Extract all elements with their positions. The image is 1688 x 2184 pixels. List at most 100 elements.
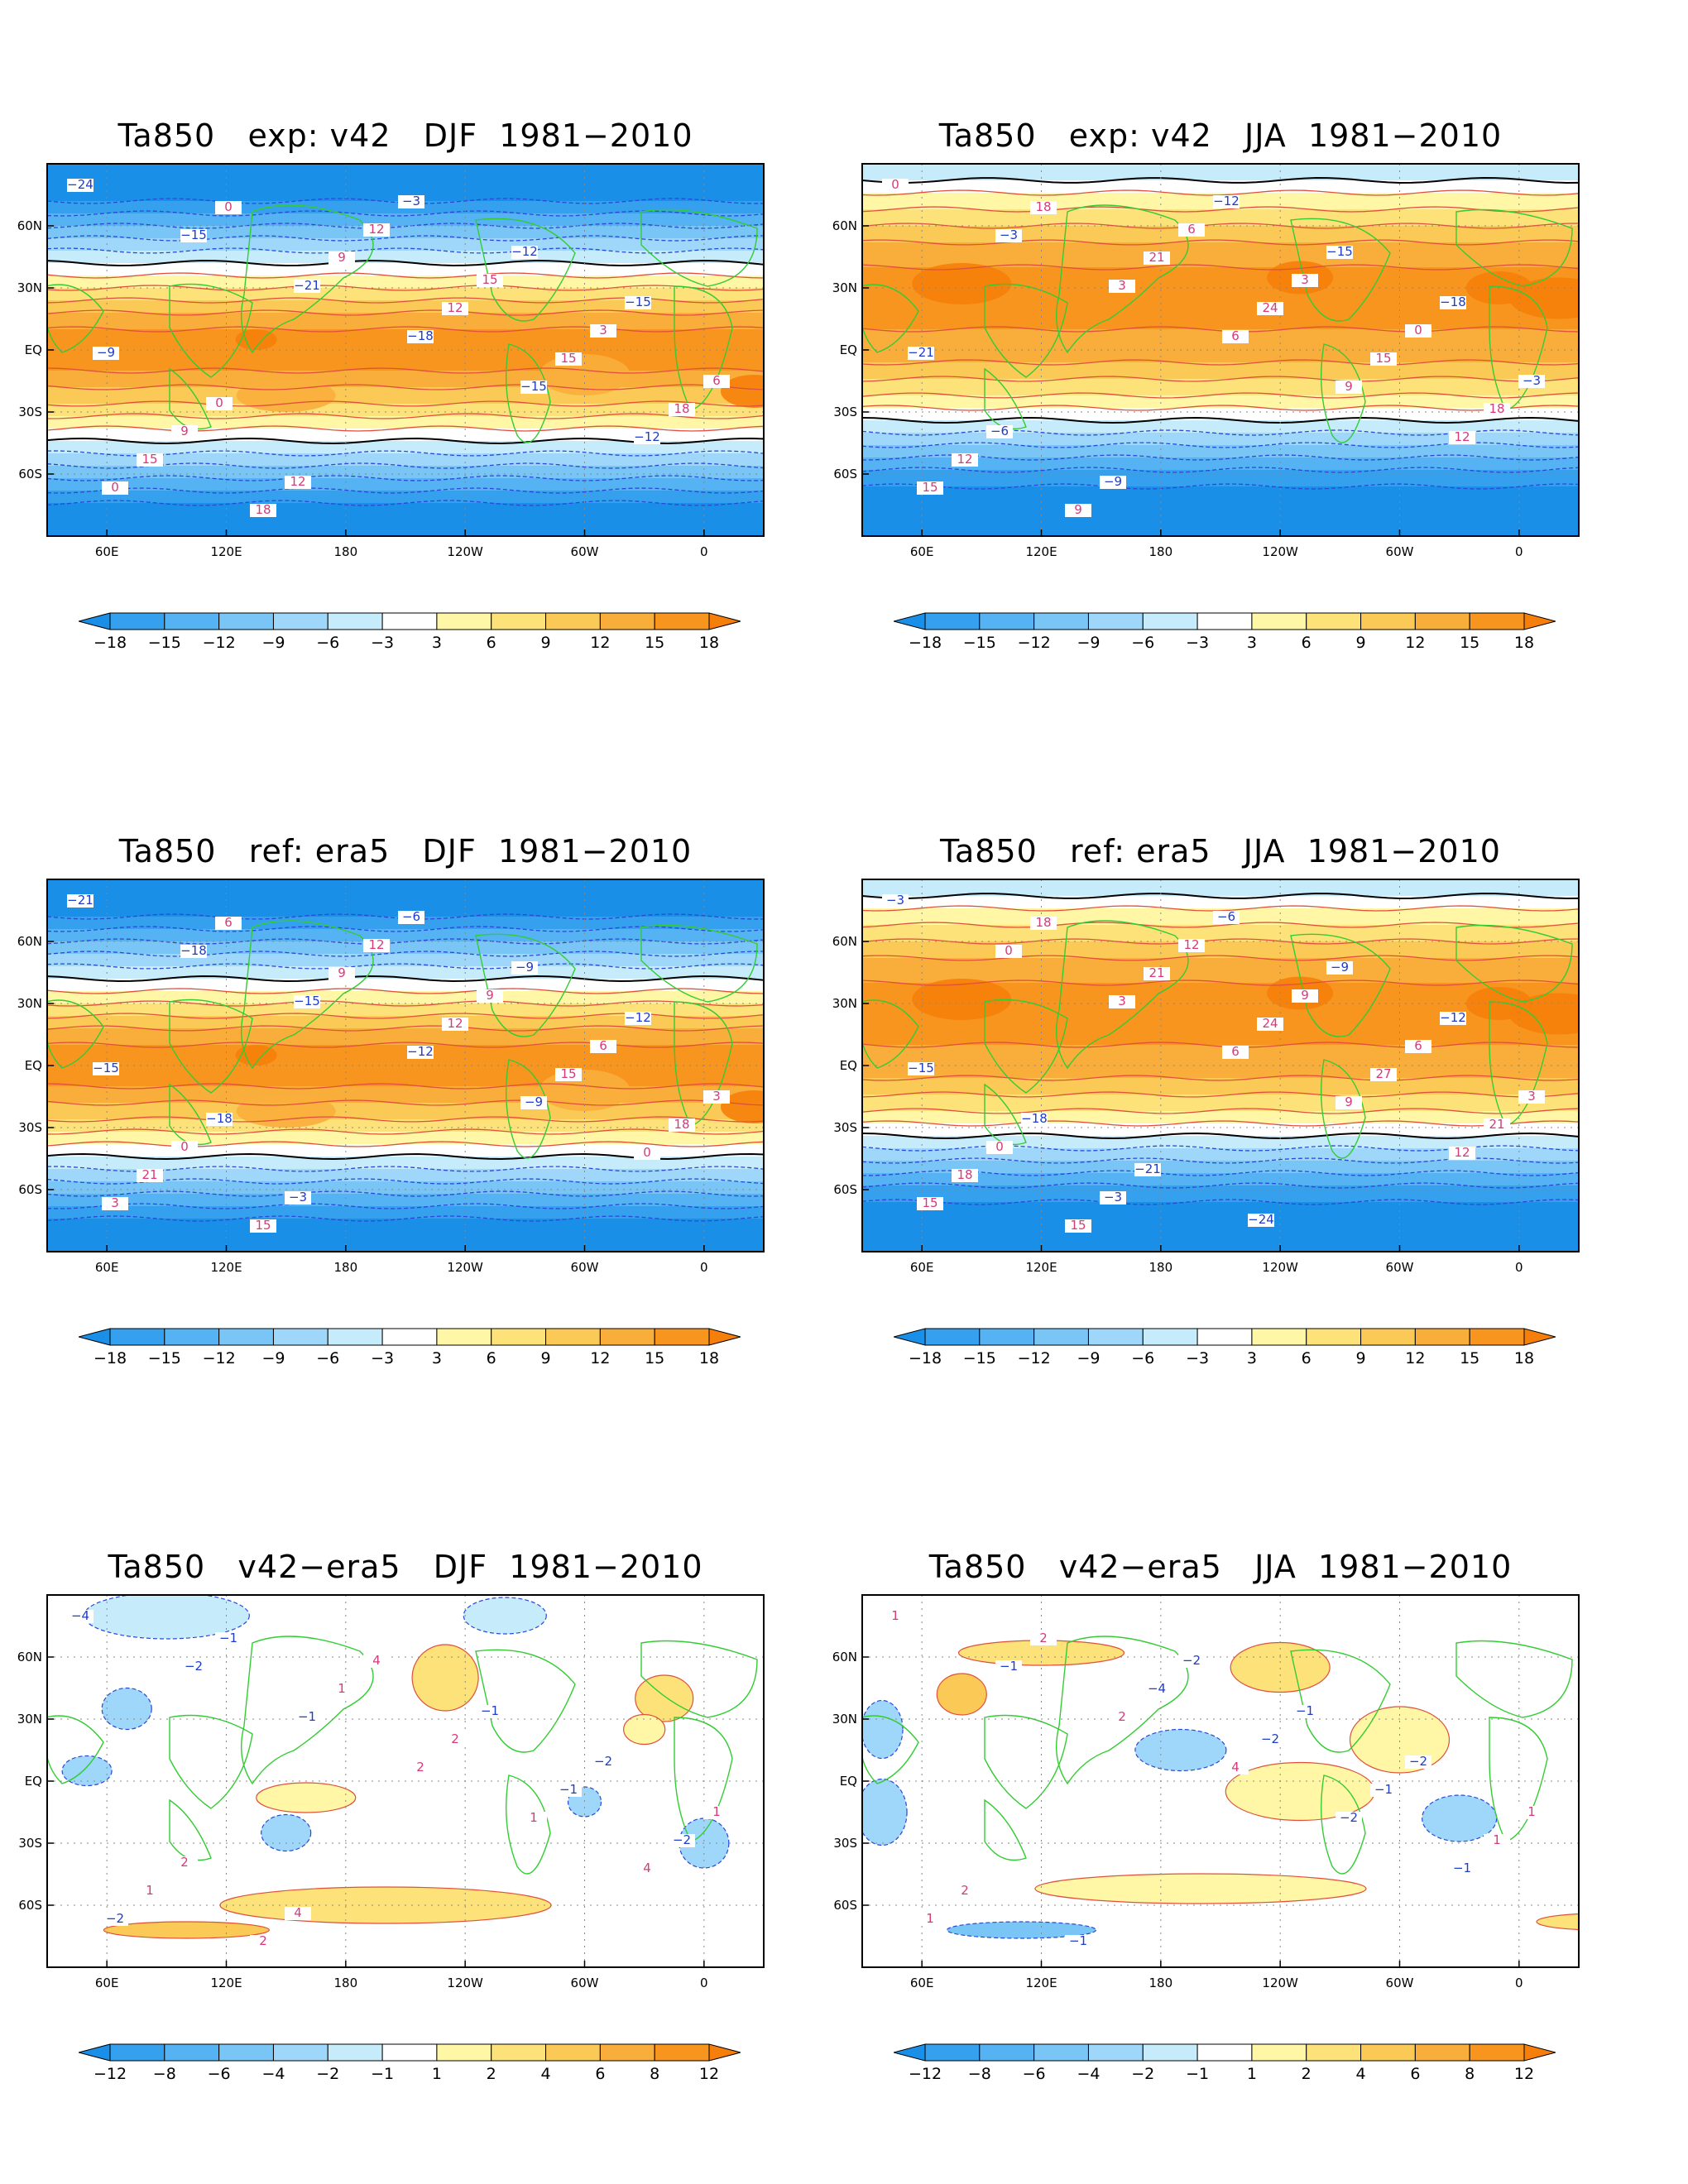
contour-label: −21 bbox=[1134, 1161, 1161, 1176]
shade-band bbox=[47, 1016, 764, 1028]
contour-label-bg bbox=[398, 195, 424, 208]
colorbar-arrow-left bbox=[894, 612, 926, 630]
contour-line bbox=[47, 963, 764, 970]
shade-band bbox=[47, 1003, 764, 1016]
coastline bbox=[984, 1798, 1027, 1861]
contour-label-bg bbox=[1336, 1812, 1362, 1825]
colorbar-swatch bbox=[1469, 612, 1525, 630]
contour-label: 15 bbox=[141, 452, 157, 467]
shade-band bbox=[862, 457, 1579, 470]
shade-band bbox=[47, 1132, 764, 1144]
x-tick-label: 120E bbox=[210, 1260, 242, 1275]
colorbar-swatch bbox=[1306, 612, 1362, 630]
shade-band bbox=[47, 491, 764, 503]
contour-label: −9 bbox=[97, 345, 115, 360]
colorbar-swatch bbox=[1033, 2043, 1089, 2062]
zero-contour bbox=[47, 259, 764, 267]
x-tick-label: 180 bbox=[334, 1976, 358, 1990]
contour-label: −12 bbox=[511, 244, 538, 259]
panel-diff-djf: Ta850 v42−era5 DJF 1981−2010 −4 −2 −1 2 1 4 −2… bbox=[17, 1547, 765, 2093]
contour-label-bg bbox=[1222, 1046, 1249, 1059]
contour-label: 0 bbox=[643, 1145, 651, 1160]
contour-label: −3 bbox=[886, 893, 904, 908]
contour-label: 9 bbox=[180, 424, 189, 438]
coastline bbox=[169, 1798, 212, 1861]
contour-label: −18 bbox=[407, 328, 434, 343]
contour-label: 1 bbox=[146, 1883, 154, 1898]
contour-label: −3 bbox=[1523, 373, 1541, 388]
coastline bbox=[674, 1001, 733, 1127]
colorbar-label: 12 bbox=[1405, 1349, 1425, 1367]
contour-line bbox=[47, 1203, 764, 1209]
colorbar-swatch bbox=[164, 1328, 220, 1346]
contour-line bbox=[862, 938, 1579, 945]
contour-label: 9 bbox=[486, 988, 494, 1003]
contour-line bbox=[862, 239, 1579, 246]
shade-band bbox=[862, 1173, 1579, 1185]
colorbar-swatch bbox=[924, 1328, 981, 1346]
contour-line bbox=[862, 467, 1579, 473]
shade-band bbox=[862, 329, 1579, 362]
contour-line bbox=[862, 1042, 1579, 1048]
colorbar-label: −12 bbox=[203, 1349, 236, 1367]
x-tick-label: 0 bbox=[1515, 544, 1523, 559]
colorbar-label: 15 bbox=[645, 634, 664, 652]
contour-label-bg bbox=[442, 1018, 468, 1031]
contour-label: 18 bbox=[674, 401, 689, 416]
colorbar-swatch bbox=[109, 612, 165, 630]
contour-label: 6 bbox=[1231, 328, 1240, 343]
colorbar-swatch bbox=[272, 1328, 328, 1346]
x-tick-label: 120E bbox=[210, 1976, 242, 1990]
colorbar-swatch bbox=[545, 612, 601, 630]
colorbar-label: 1 bbox=[1247, 2065, 1257, 2083]
warm-bias-region bbox=[1034, 1873, 1367, 1904]
warm-bias-region bbox=[411, 1644, 479, 1712]
contour-line bbox=[862, 955, 1579, 961]
map-plot: 0 −3 3 6 9 12 15 18 21 24 15 18 12 9 6 3 0 −3 −6 −9 −12 −15 −1… bbox=[832, 162, 1580, 559]
zero-contour bbox=[862, 416, 1579, 424]
contour-line bbox=[862, 1182, 1579, 1189]
contour-label: 1 bbox=[338, 1681, 346, 1696]
contour-label-bg bbox=[180, 1660, 207, 1674]
contour-label-bg bbox=[1370, 352, 1397, 366]
contour-label: −1 bbox=[1296, 1703, 1314, 1718]
x-tick-label: 60W bbox=[1386, 544, 1414, 559]
contour-label: −1 bbox=[1000, 1659, 1018, 1674]
contour-label-bg bbox=[1109, 280, 1135, 293]
colorbar-swatch bbox=[1033, 612, 1089, 630]
contour-label-bg bbox=[1030, 917, 1057, 930]
contour-label-bg bbox=[1405, 1040, 1431, 1053]
contour-label: 18 bbox=[1035, 915, 1051, 930]
contour-line bbox=[47, 951, 764, 957]
coastline bbox=[169, 1083, 212, 1146]
contour-label: −2 bbox=[106, 1911, 124, 1926]
contour-line bbox=[47, 247, 764, 254]
contour-label-bg bbox=[520, 1812, 547, 1825]
colorbar-swatch bbox=[1251, 1328, 1307, 1346]
contour-label: 4 bbox=[372, 1653, 381, 1668]
coastline bbox=[240, 1636, 374, 1785]
colorbar-label: 18 bbox=[1514, 634, 1534, 652]
colorbar-swatch bbox=[436, 2043, 492, 2062]
colorbar-swatch bbox=[599, 612, 655, 630]
colorbar-label: 6 bbox=[1302, 1349, 1312, 1367]
colorbar-svg: −18 −15 −12 −9 −6 −3 3 6 9 12 15 18 bbox=[79, 1328, 741, 1367]
shade-band bbox=[862, 1045, 1579, 1078]
contour-label: 1 bbox=[530, 1810, 538, 1825]
contour-label: 1 bbox=[1493, 1832, 1501, 1847]
contour-label: −3 bbox=[289, 1190, 307, 1205]
colorbar-label: 3 bbox=[1247, 1349, 1257, 1367]
y-tick-label: 60N bbox=[832, 934, 857, 949]
warm-region bbox=[912, 263, 1012, 304]
shade-band bbox=[862, 362, 1579, 379]
y-tick-label: 30S bbox=[18, 405, 42, 419]
y-tick-label: 30N bbox=[832, 1712, 857, 1727]
contour-line bbox=[47, 367, 764, 374]
contour-label-bg bbox=[285, 476, 311, 489]
colorbar-swatch bbox=[1142, 1328, 1198, 1346]
colorbar-arrow-right bbox=[1523, 2043, 1556, 2062]
contour-line bbox=[47, 285, 764, 291]
shade-band bbox=[47, 954, 764, 966]
contour-label-bg bbox=[590, 324, 616, 338]
colorbar-swatch bbox=[924, 2043, 981, 2062]
